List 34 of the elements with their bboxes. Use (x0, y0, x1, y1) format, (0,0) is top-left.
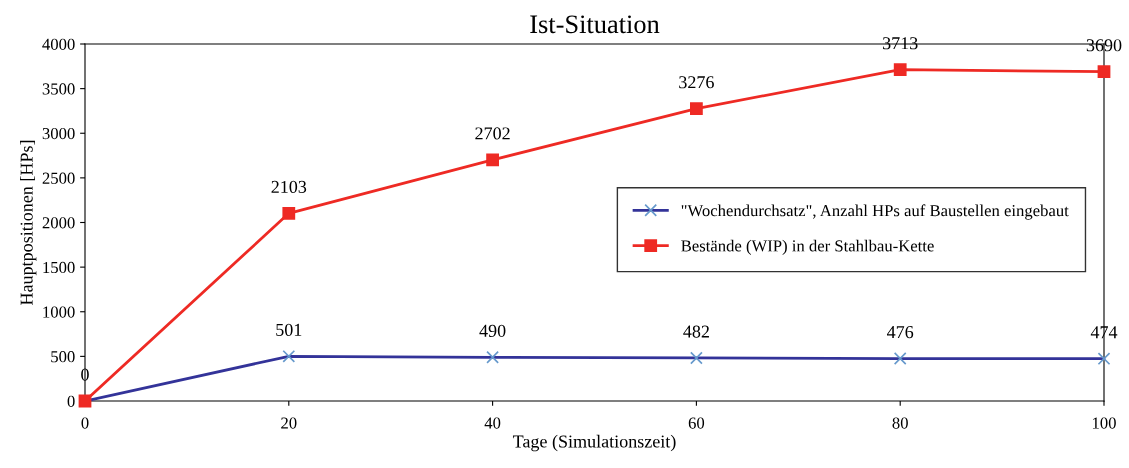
legend-label: Bestände (WIP) in der Stahlbau-Kette (681, 239, 934, 255)
y-tick-label: 3000 (42, 127, 75, 140)
x-tick-label: 0 (81, 417, 89, 429)
data-label: 501 (276, 323, 302, 336)
point (1097, 65, 1111, 79)
data-label: 476 (887, 326, 914, 339)
y-tick-label: 3500 (42, 83, 75, 95)
x-tick-label: 40 (484, 417, 501, 429)
y-tick-label: 4000 (42, 38, 75, 50)
point (893, 63, 907, 77)
x-tick-label: 60 (688, 417, 705, 429)
data-label: 3690 (1086, 39, 1122, 52)
data-label: 2103 (271, 180, 307, 193)
data-label: 2702 (475, 127, 510, 140)
x-tick-label: 20 (281, 417, 297, 429)
y-tick-label: 1000 (43, 306, 75, 318)
data-label: 3276 (679, 76, 714, 89)
y-tick-label: 500 (51, 351, 75, 363)
point (282, 206, 296, 220)
x-tick-label: 80 (892, 417, 908, 429)
x-tick-label: 100 (1092, 417, 1116, 429)
data-label: 490 (479, 324, 506, 337)
point (690, 102, 703, 116)
y-tick-label: 1500 (43, 261, 75, 274)
legend-label: "Wochendurchsatz", Anzahl HPs auf Baustellen eingebaut (681, 204, 1069, 220)
y-tick-label: 2500 (42, 172, 75, 184)
y-tick-label: 0 (67, 395, 75, 407)
point (486, 153, 499, 167)
x-axis-title: Tage (Simulationszeit) (512, 434, 676, 452)
chart-title: Ist-Situation (530, 15, 660, 34)
y-axis-title: Hauptpositionen [HPs] (20, 140, 37, 305)
data-label: 3713 (883, 37, 918, 50)
y-tick-label: 2000 (42, 217, 75, 229)
data-label: 482 (683, 325, 709, 338)
